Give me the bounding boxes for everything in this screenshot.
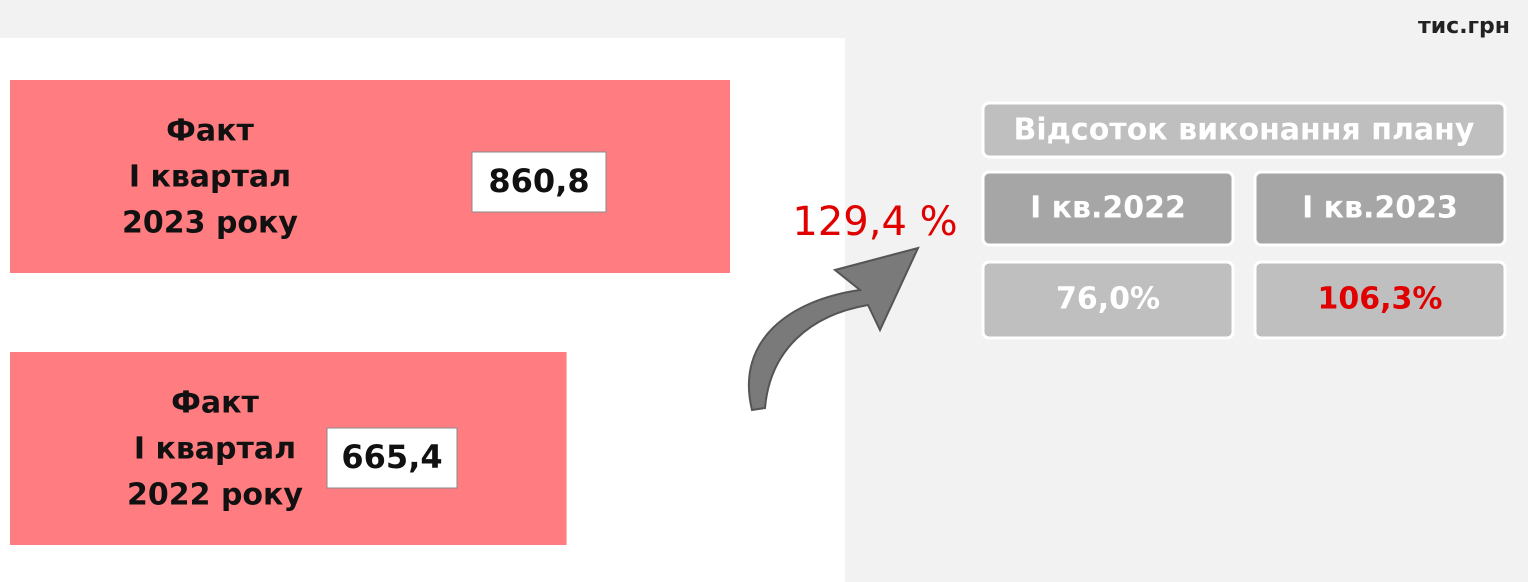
bar-label: 2023 року bbox=[122, 206, 298, 241]
bar-label: Факт bbox=[171, 386, 259, 421]
column-label: І кв.2022 bbox=[1030, 191, 1186, 226]
value-box bbox=[471, 151, 607, 213]
table-title: Відсоток виконання плану bbox=[1014, 113, 1475, 148]
column-label: І кв.2023 bbox=[1302, 191, 1458, 226]
value-label: 860,8 bbox=[488, 162, 589, 200]
unit: тис.грн bbox=[1418, 14, 1510, 39]
bar-label: І квартал bbox=[129, 160, 291, 195]
bar-label: Факт bbox=[166, 114, 254, 149]
value-box bbox=[326, 427, 458, 489]
table-title-cell bbox=[981, 101, 1507, 159]
arrow bbox=[747, 246, 920, 412]
percent-value: 76,0% bbox=[1056, 282, 1160, 317]
bar-label: 2022 року bbox=[127, 478, 303, 513]
bar bbox=[10, 80, 730, 273]
growth: 129,4 % bbox=[792, 199, 957, 245]
value-cell bbox=[981, 260, 1235, 340]
percent-value: 106,3% bbox=[1318, 282, 1443, 317]
value-cell bbox=[1253, 260, 1507, 340]
bar-label: І квартал bbox=[134, 432, 296, 467]
column-cell bbox=[981, 170, 1235, 247]
column-cell bbox=[1253, 170, 1507, 247]
bar bbox=[10, 352, 567, 545]
value-label: 665,4 bbox=[341, 438, 442, 476]
